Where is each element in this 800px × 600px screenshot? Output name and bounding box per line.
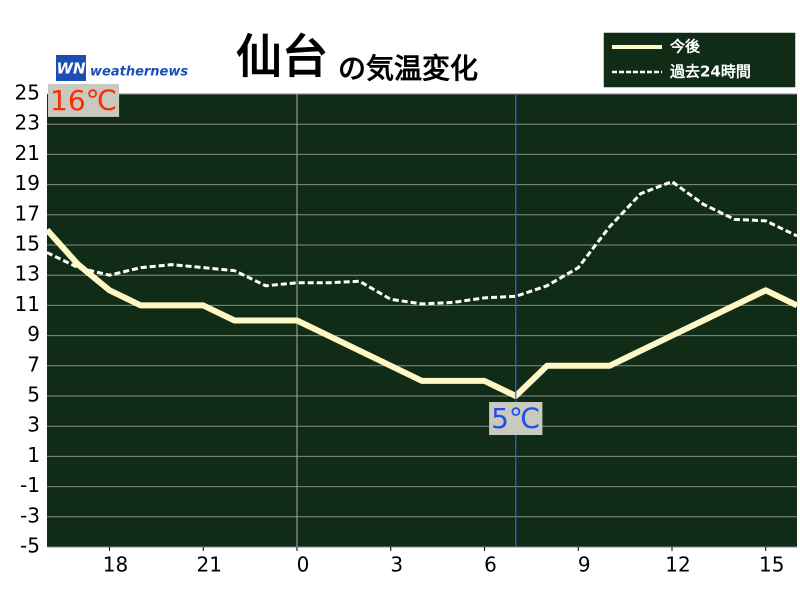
value-label: 16℃: [48, 83, 120, 117]
y-tick-label: 17: [15, 201, 40, 225]
y-tick-label: 13: [15, 262, 40, 286]
y-tick-label: 25: [15, 81, 40, 105]
y-tick-label: -5: [20, 534, 40, 558]
x-tick-label: 12: [665, 553, 690, 577]
value-label-box: [489, 402, 543, 435]
series-line: [46, 180, 798, 306]
chart-title: 仙台: [236, 30, 328, 84]
y-tick-label: 23: [15, 111, 40, 135]
y-tick-label: 7: [27, 352, 40, 376]
x-tick-label: 9: [578, 553, 591, 577]
y-tick-label: 9: [27, 322, 40, 346]
value-label-text: 5℃: [491, 402, 540, 435]
logo: WN weathernews: [56, 55, 188, 81]
y-tick-label: 3: [27, 413, 40, 437]
x-tick-label: 3: [390, 553, 403, 577]
value-label-text: 16℃: [50, 84, 117, 117]
y-tick-label: -3: [20, 503, 40, 527]
x-tick-label: 18: [103, 553, 128, 577]
x-tick-label: 15: [759, 553, 784, 577]
y-tick-label: 5: [27, 383, 40, 407]
plot-area: [47, 94, 797, 547]
x-tick-label: 0: [297, 553, 310, 577]
logo-text: weathernews: [90, 65, 188, 80]
y-tick-label: -1: [20, 473, 40, 497]
y-tick-label: 1: [27, 443, 40, 467]
y-tick-label: 15: [15, 232, 40, 256]
x-tick-label: 21: [197, 553, 222, 577]
chart-subtitle: の気温変化: [338, 52, 478, 85]
y-tick-label: 11: [15, 292, 40, 316]
logo-mark: WN: [56, 60, 86, 78]
value-label-box: [48, 83, 120, 117]
x-tick-label: 6: [484, 553, 497, 577]
value-label: 5℃: [489, 402, 543, 435]
logo-badge: [56, 55, 86, 81]
legend-label: 今後: [669, 38, 701, 56]
legend-label: 過去24時間: [669, 63, 751, 81]
series-line: [44, 227, 799, 399]
y-tick-label: 19: [15, 171, 40, 195]
y-tick-label: 21: [15, 141, 40, 165]
legend-box: [602, 31, 797, 89]
